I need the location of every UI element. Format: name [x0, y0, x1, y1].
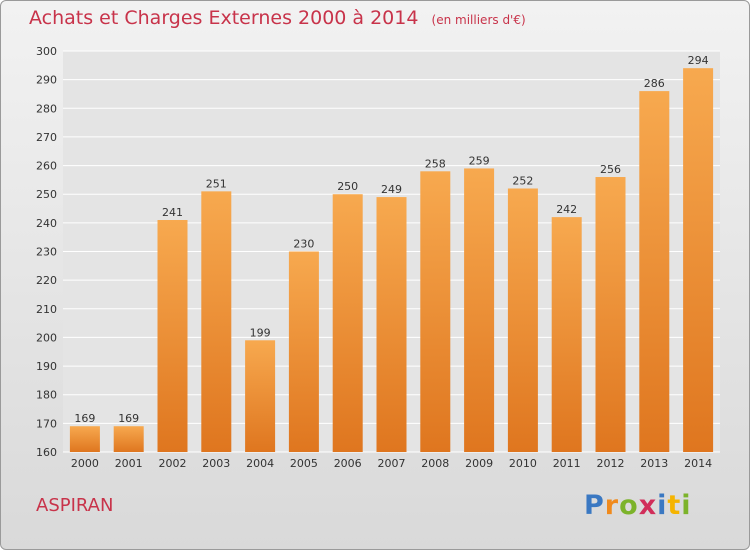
- x-tick-label: 2002: [159, 457, 187, 470]
- logo-letter: i: [657, 490, 668, 521]
- logo-letter: r: [604, 490, 620, 521]
- x-tick-label: 2014: [684, 457, 712, 470]
- bar: [507, 188, 538, 452]
- y-tick-label: 250: [36, 188, 57, 201]
- x-tick-label: 2008: [421, 457, 449, 470]
- logo-letter: x: [638, 490, 658, 521]
- logo-letter: P: [584, 490, 605, 521]
- bar-value-label: 286: [644, 77, 665, 90]
- chart-subtitle: (en milliers d'€): [431, 13, 526, 27]
- value-labels: 169 169 241 251 199 230 250 249 258 259 252 242 256 2…: [74, 54, 708, 425]
- y-tick-label: 260: [36, 160, 57, 173]
- bars: [69, 68, 714, 453]
- bar: [420, 171, 451, 453]
- chart-title: Achats et Charges Externes 2000 à 2014: [29, 7, 419, 29]
- bar: [113, 426, 144, 452]
- y-tick-label: 220: [36, 274, 57, 287]
- y-tick-label: 290: [36, 74, 57, 87]
- bar-value-label: 230: [293, 238, 314, 251]
- bar: [245, 340, 276, 452]
- bar: [69, 426, 100, 452]
- x-tick-label: 2009: [465, 457, 493, 470]
- y-tick-label: 190: [36, 360, 57, 373]
- bar-value-label: 242: [556, 203, 577, 216]
- y-tick-label: 300: [36, 45, 57, 58]
- bar-value-label: 241: [162, 206, 183, 219]
- bar-value-label: 252: [512, 174, 533, 187]
- y-tick-label: 280: [36, 102, 57, 115]
- y-tick-label: 270: [36, 131, 57, 144]
- bar: [332, 194, 363, 452]
- x-tick-label: 2010: [509, 457, 537, 470]
- x-tick-label: 2007: [378, 457, 406, 470]
- bar-value-label: 169: [118, 412, 139, 425]
- bar: [288, 251, 319, 452]
- logo-letter: i: [681, 490, 692, 521]
- proxiti-logo[interactable]: Proxiti: [584, 490, 692, 521]
- city-name: ASPIRAN: [36, 495, 114, 516]
- bar: [639, 91, 670, 452]
- bar: [376, 197, 407, 452]
- bar-value-label: 256: [600, 163, 621, 176]
- bar: [595, 177, 626, 452]
- y-tick-label: 230: [36, 246, 57, 259]
- bar: [551, 217, 582, 452]
- x-tick-label: 2013: [640, 457, 668, 470]
- bar-value-label: 249: [381, 183, 402, 196]
- y-tick-label: 180: [36, 389, 57, 402]
- bar: [683, 68, 714, 452]
- y-tick-label: 170: [36, 417, 57, 430]
- bar: [157, 219, 188, 452]
- x-tick-label: 2004: [246, 457, 274, 470]
- x-tick-label: 2003: [202, 457, 230, 470]
- x-tick-label: 2001: [115, 457, 143, 470]
- bar-value-label: 199: [250, 326, 271, 339]
- title-row: Achats et Charges Externes 2000 à 2014 (…: [29, 7, 526, 29]
- y-tick-label: 200: [36, 331, 57, 344]
- y-axis-labels: 160 170 180 190 200 210 220 230 240 250 260 270 280 2…: [36, 45, 57, 459]
- logo-letter: t: [667, 490, 682, 521]
- x-tick-label: 2006: [334, 457, 362, 470]
- bar-value-label: 259: [469, 154, 490, 167]
- x-tick-label: 2000: [71, 457, 99, 470]
- bar-value-label: 258: [425, 157, 446, 170]
- bar: [464, 168, 495, 452]
- x-tick-label: 2011: [553, 457, 581, 470]
- x-tick-label: 2005: [290, 457, 318, 470]
- bar-value-label: 251: [206, 177, 227, 190]
- logo-letter: o: [619, 490, 639, 521]
- x-axis-labels: 2000 2001 2002 2003 2004 2005 2006 2007 2008 2009…: [71, 457, 712, 470]
- bar-value-label: 250: [337, 180, 358, 193]
- y-tick-label: 240: [36, 217, 57, 230]
- bar-value-label: 169: [74, 412, 95, 425]
- y-tick-label: 210: [36, 303, 57, 316]
- x-tick-label: 2012: [597, 457, 625, 470]
- bar: [201, 191, 232, 452]
- bar-value-label: 294: [688, 54, 709, 67]
- y-tick-label: 160: [36, 446, 57, 459]
